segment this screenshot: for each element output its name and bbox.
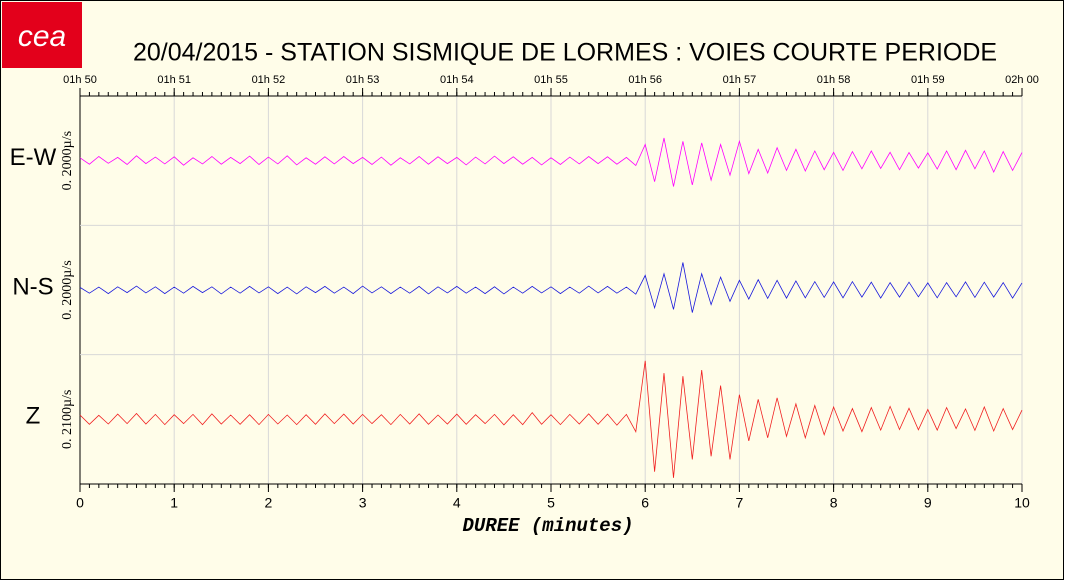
scale-label: 0. 2000µ/s: [60, 260, 75, 319]
top-tick-label: 01h 53: [346, 74, 380, 86]
x-tick-label: 2: [265, 495, 273, 511]
top-tick-label: 01h 56: [628, 74, 662, 86]
x-tick-label: 6: [641, 495, 649, 511]
top-tick-label: 02h 00: [1005, 74, 1039, 86]
series-name: Z: [26, 403, 41, 430]
x-tick-label: 8: [830, 495, 838, 511]
x-axis-label: DUREE (minutes): [462, 515, 633, 537]
trace: [79, 262, 1023, 313]
trace: [79, 137, 1023, 187]
logo-box: [2, 2, 82, 68]
top-tick-label: 01h 59: [911, 74, 945, 86]
top-tick-label: 01h 58: [817, 74, 851, 86]
scale-label: 0. 2100µ/s: [60, 390, 75, 449]
x-tick-label: 7: [736, 495, 744, 511]
top-tick-label: 01h 52: [252, 74, 286, 86]
top-tick-label: 01h 51: [157, 74, 191, 86]
top-tick-label: 01h 57: [723, 74, 757, 86]
x-tick-label: 10: [1014, 495, 1030, 511]
top-tick-label: 01h 50: [63, 74, 97, 86]
x-tick-label: 4: [453, 495, 461, 511]
top-tick-label: 01h 55: [534, 74, 568, 86]
top-tick-label: 01h 54: [440, 74, 474, 86]
chart-title: 20/04/2015 - STATION SISMIQUE DE LORMES …: [133, 39, 997, 67]
x-tick-label: 9: [924, 495, 932, 511]
x-tick-label: 1: [170, 495, 178, 511]
x-tick-label: 0: [76, 495, 84, 511]
series-name: N-S: [12, 273, 53, 300]
series-name: E-W: [10, 144, 57, 171]
x-tick-label: 5: [547, 495, 555, 511]
logo: cea: [18, 20, 66, 53]
x-tick-label: 3: [359, 495, 367, 511]
scale-label: 0. 2000µ/s: [60, 131, 75, 190]
trace: [79, 360, 1023, 478]
